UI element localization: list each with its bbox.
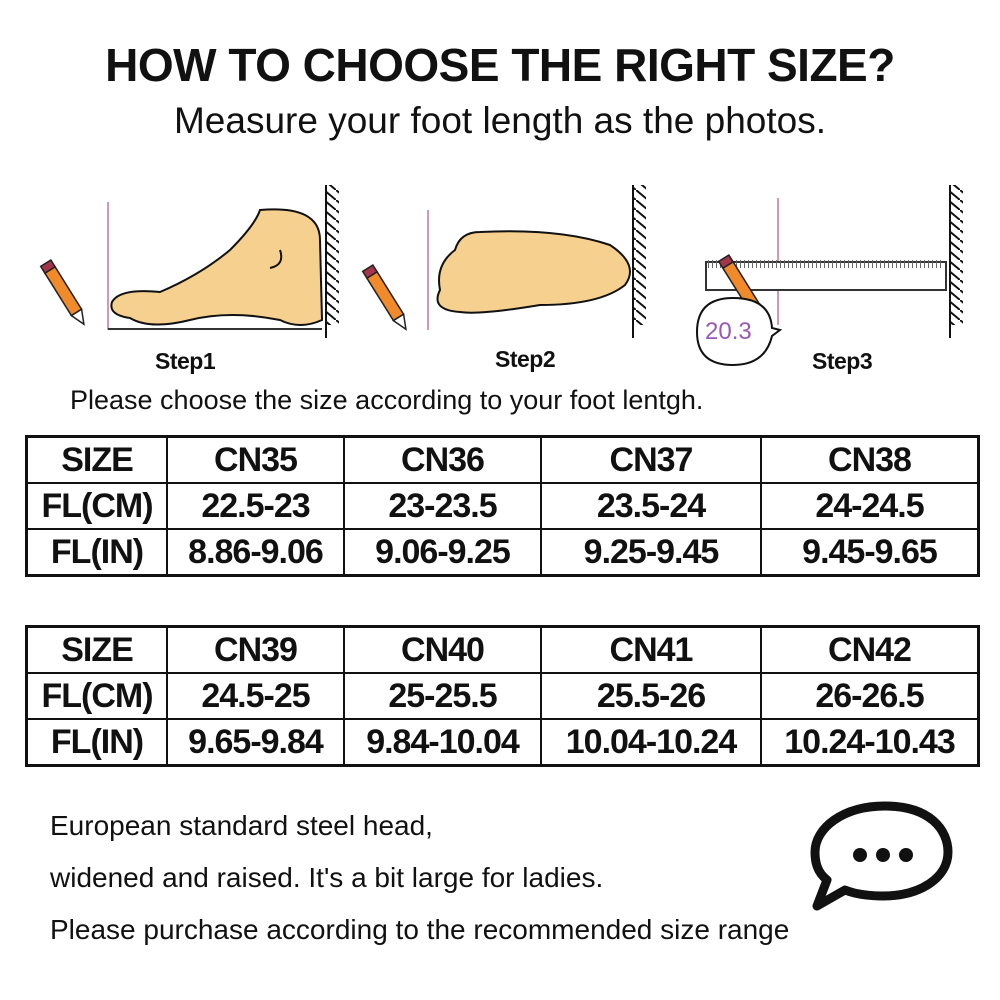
table-cell: 8.86-9.06 — [166, 528, 345, 577]
table-cell: 10.04-10.24 — [540, 718, 762, 767]
table-cell: CN41 — [540, 625, 762, 674]
table-row: SIZE CN35 CN36 CN37 CN38 — [25, 435, 980, 484]
table-cell: 24-24.5 — [760, 482, 980, 530]
table-cell: 25.5-26 — [540, 672, 762, 720]
table-cell: 23.5-24 — [540, 482, 762, 530]
step2-label: Step2 — [495, 346, 556, 372]
table-cell: 26-26.5 — [760, 672, 980, 720]
table-cell: CN35 — [166, 435, 345, 484]
foot-side-icon — [110, 208, 324, 326]
table-cell: CN37 — [540, 435, 762, 484]
table-row: SIZE CN39 CN40 CN41 CN42 — [25, 625, 980, 674]
step3-reading: 20.3 — [705, 318, 752, 345]
step2-illustration — [361, 185, 646, 338]
speech-bubble-ellipsis-icon — [810, 801, 953, 911]
table-cell: 9.84-10.04 — [343, 718, 542, 767]
step3-illustration — [695, 185, 963, 367]
row-header: FL(IN) — [25, 528, 168, 577]
size-table-2: SIZE CN39 CN40 CN41 CN42 FL(CM) 24.5-25 25-25.… — [25, 625, 980, 767]
pencil-icon — [361, 264, 412, 334]
row-header: SIZE — [25, 435, 168, 484]
table-cell: 9.65-9.84 — [166, 718, 345, 767]
table-cell: 9.45-9.65 — [760, 528, 980, 577]
step1-label: Step1 — [155, 348, 216, 374]
table-cell: 25-25.5 — [343, 672, 542, 720]
row-header: FL(CM) — [25, 482, 168, 530]
table-cell: CN38 — [760, 435, 980, 484]
row-header: FL(IN) — [25, 718, 168, 767]
reading-bubble — [695, 296, 783, 367]
note-line-2: widened and raised. It's a bit large for… — [50, 862, 604, 893]
table-row: FL(IN) 9.65-9.84 9.84-10.04 10.04-10.24 10.2… — [25, 718, 980, 767]
page-title: HOW TO CHOOSE THE RIGHT SIZE? — [105, 39, 895, 91]
table-cell: 9.25-9.45 — [540, 528, 762, 577]
table-row: FL(CM) 22.5-23 23-23.5 23.5-24 24-24.5 — [25, 482, 980, 530]
table-cell: 23-23.5 — [343, 482, 542, 530]
table-cell: CN36 — [343, 435, 542, 484]
size-table-1: SIZE CN35 CN36 CN37 CN38 FL(CM) 22.5-23 23-23.… — [25, 435, 980, 577]
table-cell: CN42 — [760, 625, 980, 674]
row-header: FL(CM) — [25, 672, 168, 720]
row-header: SIZE — [25, 625, 168, 674]
page-subtitle: Measure your foot length as the photos. — [173, 100, 827, 141]
instruction-text: Please choose the size according to your… — [70, 385, 704, 415]
table-row: FL(IN) 8.86-9.06 9.06-9.25 9.25-9.45 9.45-9.… — [25, 528, 980, 577]
note-line-1: European standard steel head, — [50, 810, 433, 841]
table-cell: 9.06-9.25 — [343, 528, 542, 577]
table-cell: CN40 — [343, 625, 542, 674]
step3-label: Step3 — [812, 348, 873, 374]
table-cell: 22.5-23 — [166, 482, 345, 530]
step1-illustration — [39, 185, 339, 338]
measurement-illustrations — [39, 185, 963, 367]
table-cell: 10.24-10.43 — [760, 718, 980, 767]
note-line-3: Please purchase according to the recomme… — [50, 914, 790, 945]
pencil-icon — [39, 259, 90, 329]
foot-top-icon — [436, 230, 631, 314]
table-row: FL(CM) 24.5-25 25-25.5 25.5-26 26-26.5 — [25, 672, 980, 720]
table-cell: 24.5-25 — [166, 672, 345, 720]
table-cell: CN39 — [166, 625, 345, 674]
